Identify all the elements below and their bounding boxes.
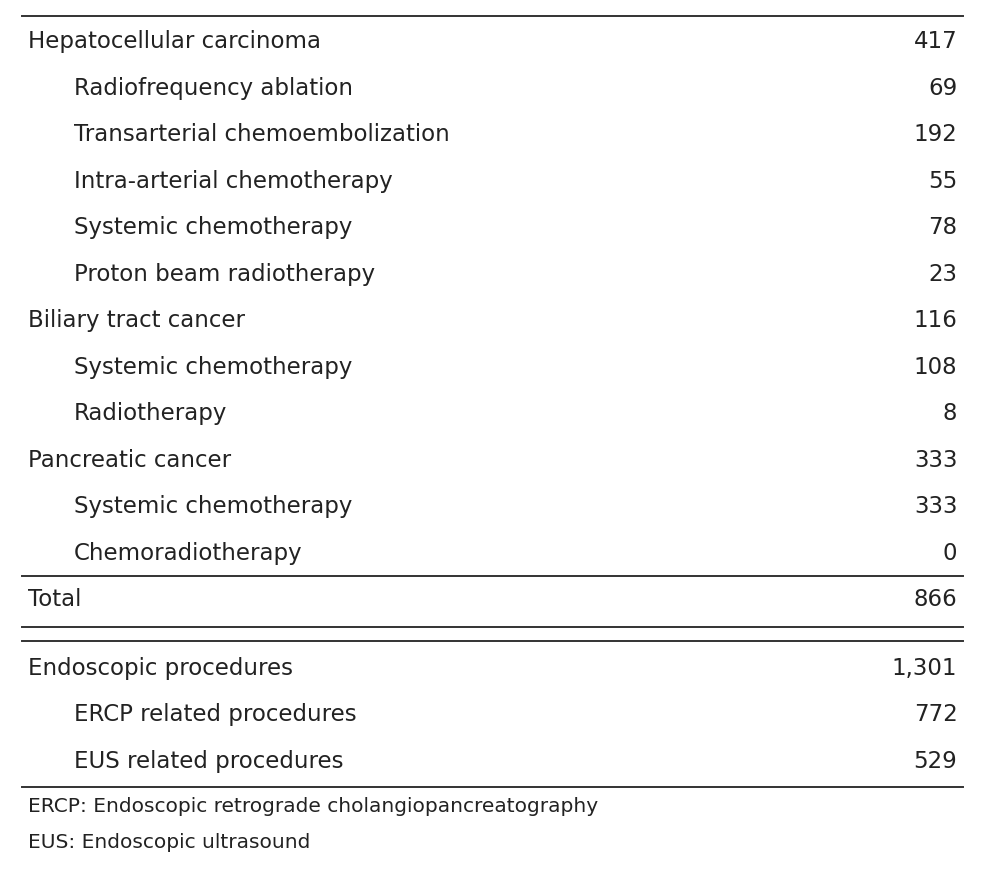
Text: Transarterial chemoembolization: Transarterial chemoembolization: [74, 123, 449, 146]
Text: Pancreatic cancer: Pancreatic cancer: [28, 448, 230, 472]
Text: Radiofrequency ablation: Radiofrequency ablation: [74, 77, 353, 99]
Text: 0: 0: [943, 542, 957, 564]
Text: 333: 333: [914, 495, 957, 518]
Text: 417: 417: [914, 30, 957, 53]
Text: Total: Total: [28, 588, 81, 611]
Text: 529: 529: [914, 750, 957, 773]
Text: Systemic chemotherapy: Systemic chemotherapy: [74, 356, 353, 378]
Text: Systemic chemotherapy: Systemic chemotherapy: [74, 216, 353, 239]
Text: Endoscopic procedures: Endoscopic procedures: [28, 657, 293, 679]
Text: 333: 333: [914, 448, 957, 472]
Text: ERCP: Endoscopic retrograde cholangiopancreatography: ERCP: Endoscopic retrograde cholangiopan…: [28, 797, 598, 816]
Text: 108: 108: [914, 356, 957, 378]
Text: 23: 23: [929, 262, 957, 285]
Text: 772: 772: [914, 703, 957, 726]
Text: 55: 55: [928, 169, 957, 193]
Text: Proton beam radiotherapy: Proton beam radiotherapy: [74, 262, 375, 285]
Text: 1,301: 1,301: [892, 657, 957, 679]
Text: Intra-arterial chemotherapy: Intra-arterial chemotherapy: [74, 169, 393, 193]
Text: EUS: Endoscopic ultrasound: EUS: Endoscopic ultrasound: [28, 833, 310, 852]
Text: 116: 116: [913, 309, 957, 332]
Text: 8: 8: [943, 402, 957, 425]
Text: 78: 78: [928, 216, 957, 239]
Text: 866: 866: [914, 588, 957, 611]
Text: Hepatocellular carcinoma: Hepatocellular carcinoma: [28, 30, 320, 53]
Text: Radiotherapy: Radiotherapy: [74, 402, 228, 425]
Text: 192: 192: [914, 123, 957, 146]
Text: ERCP related procedures: ERCP related procedures: [74, 703, 357, 726]
Text: Biliary tract cancer: Biliary tract cancer: [28, 309, 244, 332]
Text: Systemic chemotherapy: Systemic chemotherapy: [74, 495, 353, 518]
Text: Chemoradiotherapy: Chemoradiotherapy: [74, 542, 302, 564]
Text: 69: 69: [928, 77, 957, 99]
Text: EUS related procedures: EUS related procedures: [74, 750, 344, 773]
